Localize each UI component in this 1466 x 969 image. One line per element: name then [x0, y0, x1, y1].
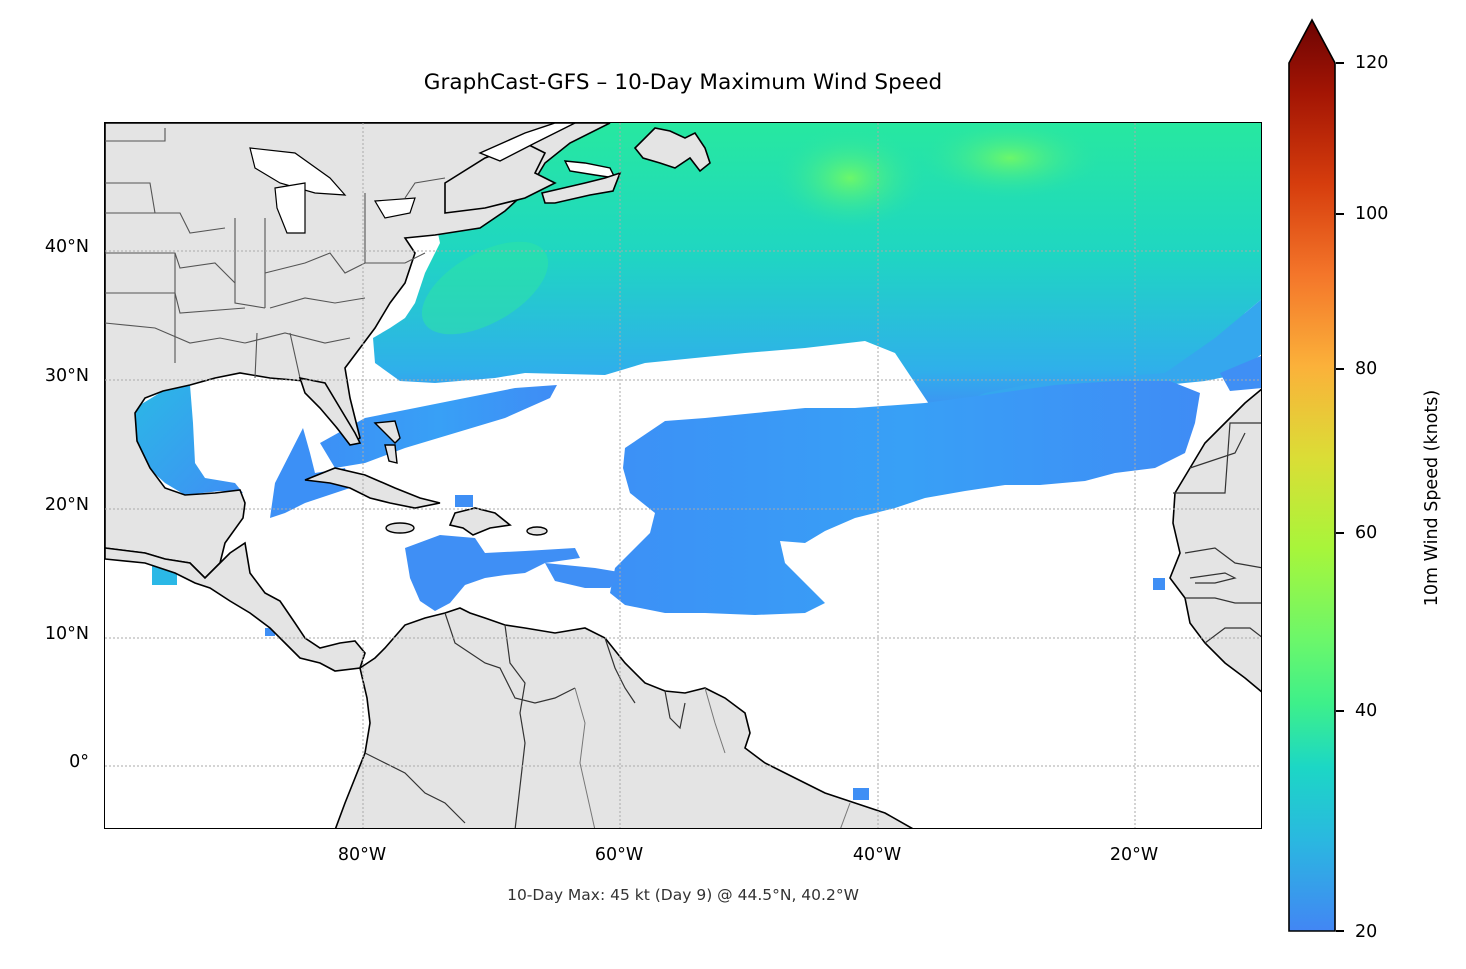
x-tick-label: 20°W	[1109, 845, 1159, 865]
max-wind-annotation: 10-Day Max: 45 kt (Day 9) @ 44.5°N, 40.2…	[507, 886, 859, 904]
x-tick-label: 60°W	[594, 845, 644, 865]
colorbar-tick-label: 100	[1355, 204, 1389, 224]
x-tick-label: 80°W	[337, 845, 387, 865]
y-tick-label: 30°N	[44, 366, 89, 386]
colorbar-tick-label: 60	[1355, 523, 1378, 543]
y-tick-label: 40°N	[44, 237, 89, 257]
colorbar-tick-label: 120	[1355, 53, 1389, 73]
colorbar-tick	[1336, 532, 1344, 534]
wind-field-caribbean	[405, 535, 580, 611]
wind-field-north-atlantic	[373, 123, 1261, 415]
colorbar-tick-label: 40	[1355, 701, 1378, 721]
colorbar-tick	[1336, 710, 1344, 712]
land-masses	[105, 123, 1261, 828]
colorbar-tick-label: 20	[1355, 922, 1378, 942]
y-tick-label: 0°	[69, 752, 89, 772]
colorbar-svg	[1288, 18, 1336, 932]
colorbar	[1288, 18, 1336, 933]
colorbar-tick	[1336, 62, 1344, 64]
colorbar-tick	[1336, 213, 1344, 215]
wind-field-trade-winds	[610, 381, 1200, 615]
colorbar-title: 10m Wind Speed (knots)	[1422, 389, 1442, 607]
map-plot-area	[104, 122, 1262, 829]
colorbar-tick-label: 80	[1355, 359, 1378, 379]
colorbar-tick	[1336, 368, 1344, 370]
chart-title: GraphCast-GFS – 10-Day Maximum Wind Spee…	[423, 70, 943, 95]
x-tick-label: 40°W	[852, 845, 902, 865]
wind-field-bahamas	[320, 385, 557, 468]
map-svg	[105, 123, 1261, 828]
y-tick-label: 10°N	[44, 624, 89, 644]
gridlines	[105, 123, 1261, 828]
y-tick-label: 20°N	[44, 495, 89, 515]
wind-field-gulf-of-mexico	[135, 385, 243, 495]
colorbar-tick	[1336, 930, 1344, 932]
